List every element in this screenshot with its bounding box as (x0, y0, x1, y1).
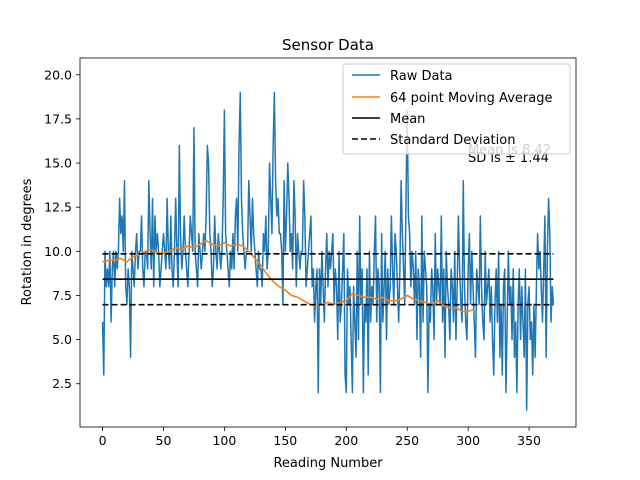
x-tick-label: 350 (517, 433, 541, 448)
y-tick-label: 12.5 (44, 200, 72, 215)
legend-label-mean: Mean (390, 112, 425, 127)
y-tick-label: 20.0 (44, 67, 72, 82)
y-tick-label: 2.5 (52, 376, 72, 391)
y-tick-label: 5.0 (52, 332, 72, 347)
plot-content (101, 91, 555, 411)
legend-label-moving-average: 64 point Moving Average (390, 91, 552, 106)
x-tick-label: 50 (156, 433, 172, 448)
legend: Raw Data 64 point Moving Average Mean St… (342, 63, 571, 155)
raw-data-line (101, 91, 555, 411)
x-axis-label: Reading Number (273, 456, 383, 471)
sd-annotation: SD is ± 1.44 (468, 151, 549, 166)
y-axis-label: Rotation in degrees (20, 178, 35, 305)
x-tick-label: 200 (334, 433, 358, 448)
moving-average-line (102, 239, 475, 313)
x-axis: 0 50 100 150 200 250 300 350 (99, 427, 541, 448)
x-tick-label: 300 (456, 433, 480, 448)
y-tick-label: 10.0 (44, 244, 72, 259)
y-tick-label: 15.0 (44, 156, 72, 171)
y-tick-label: 7.5 (52, 288, 72, 303)
chart-title: Sensor Data (282, 36, 374, 54)
x-tick-label: 250 (395, 433, 419, 448)
legend-box (342, 63, 571, 155)
x-tick-label: 150 (273, 433, 297, 448)
x-tick-label: 100 (212, 433, 236, 448)
y-tick-label: 17.5 (44, 111, 72, 126)
y-axis: 2.5 5.0 7.5 10.0 12.5 15.0 17.5 20.0 (44, 67, 80, 391)
x-tick-label: 0 (99, 433, 107, 448)
legend-label-raw-data: Raw Data (390, 69, 453, 84)
plot-frame (79, 57, 577, 428)
legend-label-standard-deviation: Standard Deviation (390, 133, 515, 148)
